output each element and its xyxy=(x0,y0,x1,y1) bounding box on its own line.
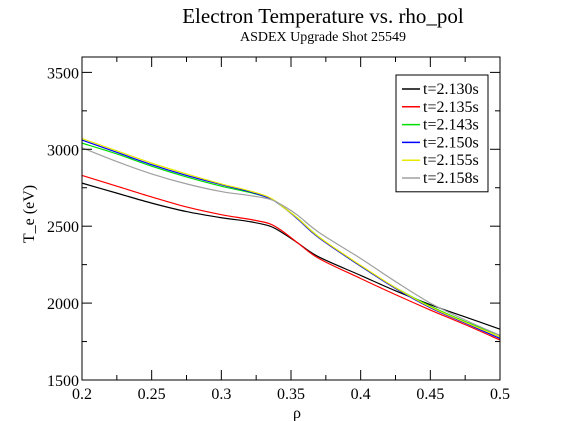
x-tick-label: 0.25 xyxy=(138,386,166,403)
legend-label: t=2.158s xyxy=(423,170,479,187)
x-tick-label: 0.4 xyxy=(351,386,371,403)
series-line xyxy=(81,174,501,341)
y-axis-label: T_e (eV) xyxy=(21,185,38,243)
y-tick-label: 2000 xyxy=(47,296,79,313)
x-tick-label: 0.3 xyxy=(211,386,231,403)
series-line xyxy=(81,147,501,336)
x-axis-ticks: 0.2 0.25 0.3 0.35 0.4 0.45 0.5 xyxy=(72,57,510,403)
series-line xyxy=(81,137,501,338)
series-layer xyxy=(81,137,501,341)
y-tick-label: 3500 xyxy=(47,65,79,82)
x-tick-label: 0.35 xyxy=(277,386,305,403)
y-tick-label: 3000 xyxy=(47,142,79,159)
legend-box xyxy=(395,74,489,193)
legend: t=2.130st=2.135st=2.143st=2.150st=2.155s… xyxy=(395,74,489,193)
x-tick-label: 0.45 xyxy=(416,386,444,403)
x-tick-label: 0.5 xyxy=(490,386,510,403)
y-tick-label: 1500 xyxy=(47,373,79,390)
legend-label: t=2.143s xyxy=(423,117,479,134)
y-tick-label: 2500 xyxy=(47,219,79,236)
legend-label: t=2.150s xyxy=(423,134,479,151)
y-axis-ticks: 1500 2000 2500 3000 3500 xyxy=(47,65,500,390)
legend-label: t=2.130s xyxy=(423,81,479,98)
chart-subtitle: ASDEX Upgrade Shot 25549 xyxy=(240,30,406,45)
x-tick-label: 0.2 xyxy=(72,386,92,403)
x-axis-label: ρ xyxy=(293,405,301,421)
chart-title: Electron Temperature vs. rho_pol xyxy=(182,4,464,28)
legend-label: t=2.155s xyxy=(423,152,479,169)
legend-label: t=2.135s xyxy=(423,99,479,116)
